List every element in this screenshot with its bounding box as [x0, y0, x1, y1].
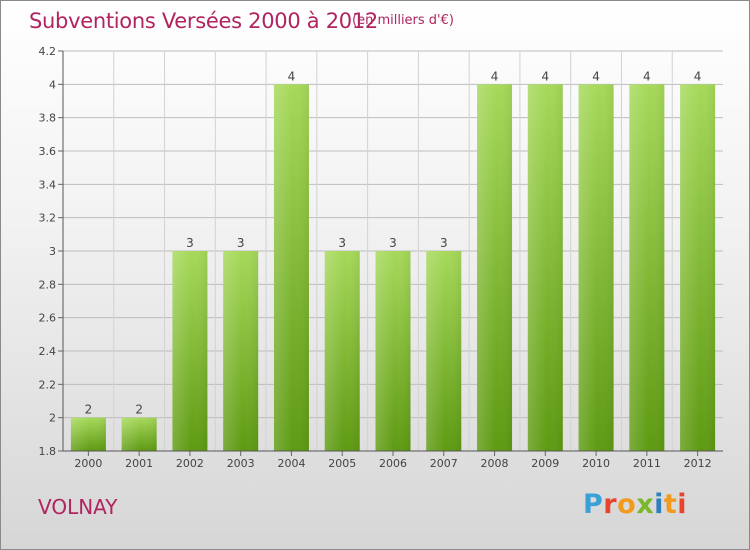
- bar-data-label: 4: [694, 69, 702, 83]
- bar-data-label: 4: [541, 69, 549, 83]
- bar-data-label: 3: [338, 236, 346, 250]
- bar-highlight: [680, 84, 716, 451]
- x-tick-label: 2004: [277, 457, 305, 470]
- x-tick-label: 2010: [582, 457, 610, 470]
- bar-data-label: 2: [135, 403, 143, 417]
- x-tick-label: 2003: [227, 457, 255, 470]
- bar-highlight: [527, 84, 563, 451]
- bar-data-label: 3: [237, 236, 245, 250]
- bar-data-label: 3: [186, 236, 194, 250]
- y-tick-label: 4: [49, 78, 56, 91]
- y-tick-label: 2: [49, 412, 56, 425]
- bar-data-label: 3: [389, 236, 397, 250]
- bar-highlight: [273, 84, 309, 451]
- y-tick-label: 3: [49, 245, 56, 258]
- y-tick-label: 3.8: [39, 112, 57, 125]
- bar-data-label: 4: [288, 69, 296, 83]
- bar-data-label: 4: [592, 69, 600, 83]
- bar-highlight: [375, 251, 411, 451]
- commune-name: VOLNAY: [38, 495, 118, 519]
- x-tick-label: 2001: [125, 457, 153, 470]
- bar-highlight: [629, 84, 665, 451]
- bar-highlight: [426, 251, 462, 451]
- y-tick-label: 2.4: [39, 345, 57, 358]
- x-tick-label: 2005: [328, 457, 356, 470]
- y-tick-label: 2.6: [39, 312, 57, 325]
- bar-data-label: 3: [440, 236, 448, 250]
- y-tick-label: 4.2: [39, 45, 57, 58]
- y-tick-label: 3.4: [39, 178, 57, 191]
- bar-highlight: [172, 251, 208, 451]
- bar-data-label: 4: [643, 69, 651, 83]
- y-tick-label: 3.2: [39, 212, 57, 225]
- bar-data-label: 4: [491, 69, 499, 83]
- x-tick-label: 2000: [74, 457, 102, 470]
- y-tick-label: 2.2: [39, 378, 57, 391]
- bar-highlight: [70, 417, 106, 451]
- proxiti-logo: Proxiti: [583, 489, 688, 520]
- bar-data-label: 2: [85, 403, 93, 417]
- y-tick-label: 2.8: [39, 278, 57, 291]
- bar-highlight: [223, 251, 259, 451]
- chart-title: Subventions Versées 2000 à 2012: [29, 9, 378, 33]
- chart-unit-note: (en milliers d'€): [352, 13, 454, 28]
- y-tick-label: 3.6: [39, 145, 57, 158]
- x-tick-label: 2009: [531, 457, 559, 470]
- x-tick-label: 2011: [633, 457, 661, 470]
- x-tick-label: 2006: [379, 457, 407, 470]
- x-tick-label: 2008: [481, 457, 509, 470]
- bar-highlight: [477, 84, 513, 451]
- y-tick-label: 1.8: [39, 445, 57, 458]
- x-tick-label: 2012: [684, 457, 712, 470]
- bar-highlight: [121, 417, 157, 451]
- bar-highlight: [578, 84, 614, 451]
- bar-highlight: [324, 251, 360, 451]
- x-tick-label: 2007: [430, 457, 458, 470]
- x-tick-label: 2002: [176, 457, 204, 470]
